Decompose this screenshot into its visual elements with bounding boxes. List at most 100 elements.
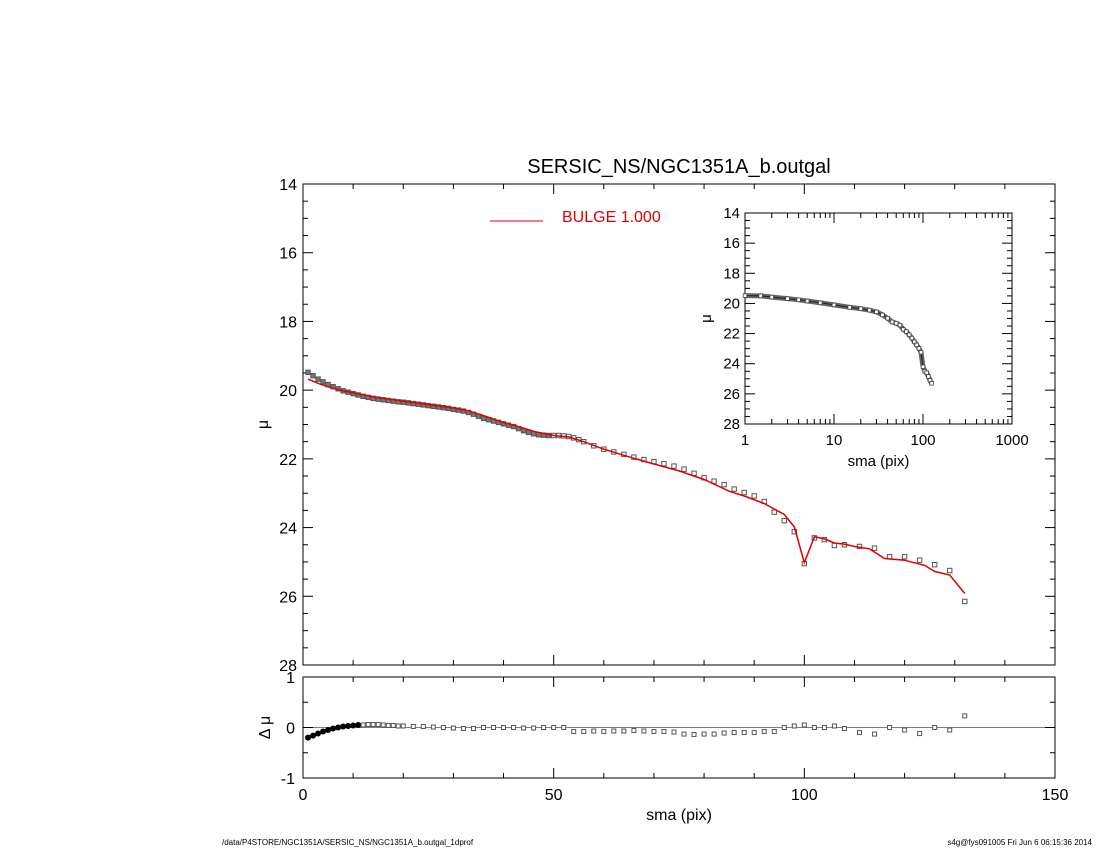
- inset-point: [912, 339, 917, 345]
- residual-point: [501, 725, 507, 730]
- residual-point: [491, 725, 497, 730]
- legend-label: BULGE 1.000: [562, 209, 661, 226]
- residual-point: [621, 728, 627, 734]
- inset-point: [785, 296, 790, 301]
- residual-point: [551, 725, 557, 730]
- footer-timestamp: s4g@fys091005 Fri Jun 6 06:15:36 2014: [947, 838, 1092, 847]
- observed-point: [901, 554, 908, 560]
- main-y-tick-label: 26: [279, 589, 297, 606]
- inset-point: [929, 381, 934, 386]
- residual-y-tick-label: 0: [286, 721, 295, 738]
- inset-point: [858, 306, 863, 311]
- residual-point: [541, 725, 547, 730]
- inset-y-tick-label: 16: [723, 235, 740, 252]
- chart-title: SERSIC_NS/NGC1351A_b.outgal: [527, 156, 831, 178]
- inset-y-tick-label: 14: [723, 205, 740, 222]
- observed-point: [305, 369, 311, 375]
- residual-point: [335, 724, 342, 731]
- inset-y-axis-label: μ: [698, 314, 715, 323]
- residual-point: [345, 722, 352, 729]
- observed-point: [781, 518, 787, 524]
- inset-point: [885, 315, 890, 321]
- residual-point: [310, 732, 317, 739]
- residual-point: [631, 728, 637, 734]
- inset-point: [916, 346, 922, 351]
- residual-point: [350, 722, 357, 729]
- residual-point: [751, 730, 757, 736]
- inset-point: [889, 319, 895, 325]
- inset-point: [847, 305, 852, 310]
- residual-point: [355, 721, 362, 728]
- inset-point: [920, 364, 926, 369]
- observed-point: [681, 466, 687, 472]
- inset-y-tick-label: 22: [723, 326, 740, 343]
- main-y-tick-label: 24: [279, 521, 297, 538]
- main-y-axis-label: μ: [255, 420, 272, 429]
- residual-point: [681, 731, 687, 737]
- residual-x-tick-label: 0: [299, 787, 308, 804]
- residual-point: [365, 721, 371, 727]
- observed-point: [390, 398, 396, 404]
- residual-point: [711, 731, 717, 737]
- inset-point: [758, 293, 763, 299]
- observed-point: [962, 598, 968, 605]
- residual-point: [841, 726, 847, 732]
- inset-x-axis-label: sma (pix): [848, 453, 910, 470]
- residual-point: [581, 729, 587, 735]
- main-y-tick-label: 20: [279, 383, 297, 400]
- inset-point: [894, 321, 899, 326]
- residual-point: [917, 731, 923, 737]
- inset-point: [805, 298, 810, 304]
- observed-point: [661, 460, 667, 467]
- inset-y-tick-label: 20: [723, 295, 740, 312]
- inset-point: [742, 293, 748, 298]
- observed-point: [320, 379, 326, 385]
- main-y-tick-label: 16: [279, 246, 297, 263]
- residual-point: [801, 722, 807, 728]
- residual-point: [611, 728, 617, 734]
- residual-point: [330, 725, 337, 732]
- observed-point: [500, 421, 507, 427]
- residual-x-tick-label: 100: [791, 787, 818, 804]
- residual-point: [701, 731, 707, 737]
- main-y-tick-label: 28: [279, 658, 297, 675]
- inset-y-tick-label: 26: [723, 386, 740, 403]
- residual-point: [400, 723, 406, 729]
- residual-point: [761, 729, 767, 735]
- residual-point: [887, 725, 893, 730]
- residual-point: [641, 728, 647, 734]
- observed-point: [771, 509, 777, 515]
- residual-point: [721, 730, 727, 736]
- residual-point: [315, 730, 322, 737]
- residual-point: [671, 729, 677, 735]
- residual-point: [375, 721, 381, 727]
- residual-point: [320, 728, 327, 735]
- residual-point: [731, 730, 737, 736]
- residual-point: [962, 713, 968, 719]
- observed-point: [400, 399, 406, 405]
- inset-x-tick-label: 1: [741, 432, 749, 449]
- residual-point: [821, 725, 827, 730]
- observed-point: [375, 396, 381, 402]
- residual-point: [791, 723, 797, 729]
- residual-point: [932, 725, 938, 730]
- inset-x-tick-label: 10: [826, 432, 843, 449]
- inset-x-tick-label: 100: [910, 432, 935, 449]
- residual-point: [450, 725, 456, 731]
- residual-point: [430, 724, 436, 730]
- main-y-tick-label: 22: [279, 452, 297, 469]
- residual-point: [360, 722, 366, 728]
- inset-point: [924, 370, 929, 375]
- residual-point: [561, 725, 567, 730]
- residual-y-tick-label: -1: [281, 771, 295, 788]
- inset-point: [796, 297, 801, 303]
- main-y-tick-label: 18: [279, 314, 297, 331]
- residual-point: [380, 722, 386, 728]
- inset-panel: 1 10 100 1000 14 16 18 20 22 24 26 28 sma (pix) μ: [698, 205, 1029, 470]
- observed-point: [671, 463, 677, 469]
- residual-point: [521, 725, 527, 731]
- observed-point: [385, 397, 391, 404]
- inset-point: [897, 322, 903, 328]
- inset-point: [918, 350, 924, 355]
